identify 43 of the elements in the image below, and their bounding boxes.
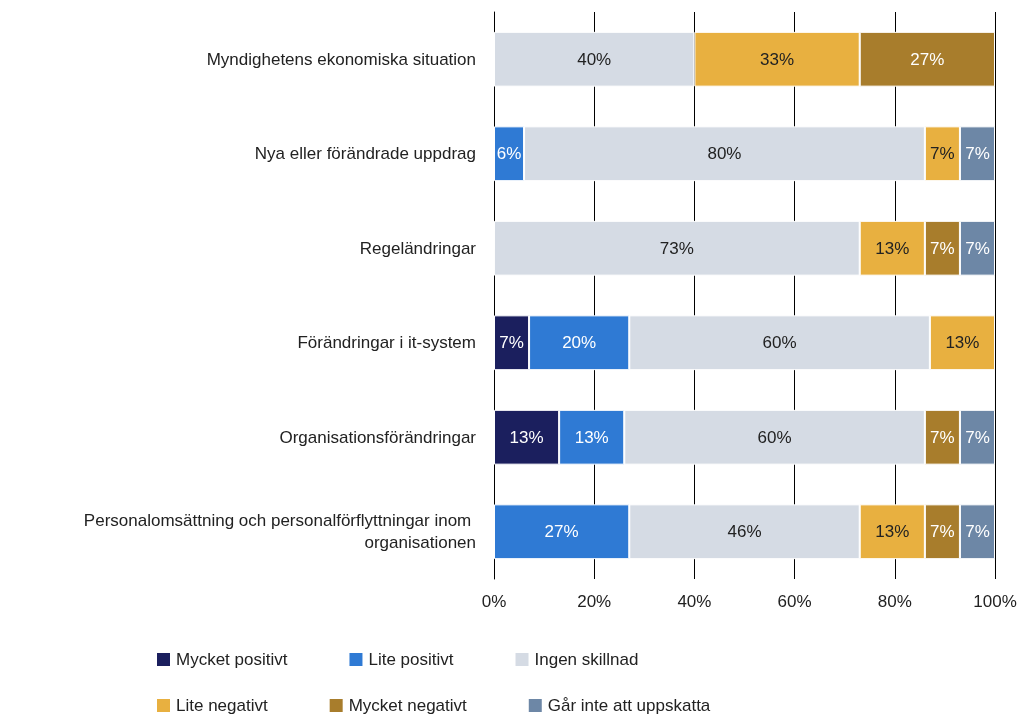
data-label: 7% — [930, 522, 955, 542]
data-label: 13% — [945, 333, 980, 353]
x-tick-label: 0% — [481, 592, 507, 611]
y-tick-label: Nya eller förändrade uppdrag — [254, 144, 476, 164]
x-tick-label: 40% — [677, 592, 712, 611]
data-label: 13% — [574, 427, 609, 447]
y-tick-label: Myndighetens ekonomiska situation — [206, 49, 476, 69]
data-label: 27% — [910, 49, 945, 69]
data-label: 40% — [577, 49, 612, 69]
x-tick-label: 100% — [973, 592, 1017, 611]
data-label: 13% — [875, 522, 910, 542]
y-tick-label: Regeländringar — [359, 238, 477, 258]
data-label: 20% — [562, 333, 597, 353]
data-label: 7% — [965, 238, 990, 258]
legend-label: Mycket positivt — [176, 650, 288, 669]
data-label: 27% — [544, 522, 579, 542]
data-label: 73% — [659, 238, 694, 258]
y-tick-label: Organisationsförändringar — [279, 427, 477, 447]
x-tick-label: 20% — [577, 592, 612, 611]
x-tick-label: 60% — [777, 592, 812, 611]
legend-label: Lite negativt — [176, 696, 268, 715]
data-label: 33% — [760, 49, 795, 69]
data-label: 7% — [930, 144, 955, 164]
data-label: 6% — [496, 144, 522, 164]
data-label: 7% — [965, 522, 990, 542]
y-tick-label: Personalomsättning och personalförflyttningar inom organisationen — [83, 511, 476, 553]
legend-label: Mycket negativt — [348, 696, 468, 715]
data-label: 46% — [727, 522, 762, 542]
y-tick-label: Förändringar i it-system — [297, 333, 476, 353]
legend-label: Går inte att uppskatta — [547, 696, 711, 715]
data-label: 13% — [875, 238, 910, 258]
data-label: 80% — [707, 144, 742, 164]
data-label: 7% — [930, 238, 955, 258]
data-label: 7% — [965, 427, 990, 447]
legend-label: Lite positivt — [368, 650, 454, 669]
x-tick-label: 80% — [877, 592, 912, 611]
data-label: 7% — [930, 427, 955, 447]
data-label: 60% — [757, 427, 792, 447]
data-label: 60% — [762, 333, 797, 353]
data-label: 7% — [965, 144, 990, 164]
legend-label: Ingen skillnad — [534, 650, 639, 669]
data-label: 7% — [499, 333, 524, 353]
data-label: 13% — [509, 427, 544, 447]
